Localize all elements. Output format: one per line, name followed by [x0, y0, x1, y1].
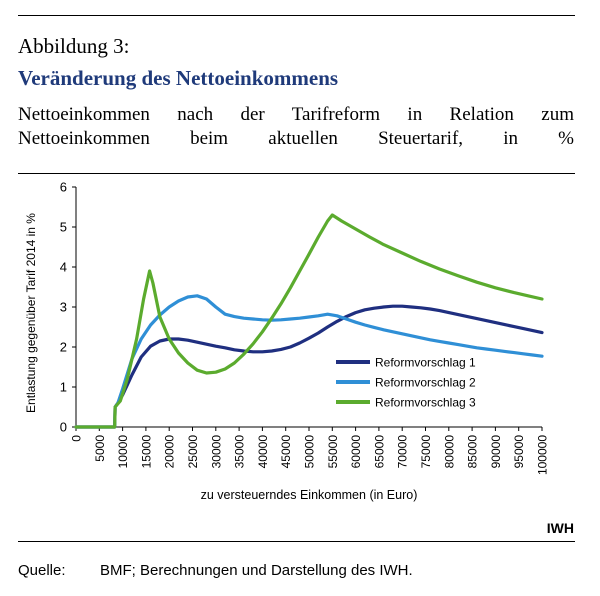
source-label: Quelle: [18, 562, 66, 579]
chart-axes [75, 187, 542, 428]
x-tick-label: 75000 [419, 435, 433, 469]
publisher-logo-text: IWH [546, 520, 574, 536]
series-line-reformvorschlag-3 [74, 213, 544, 429]
y-tick-label: 2 [60, 340, 67, 355]
y-tick-label: 6 [60, 180, 67, 195]
y-axis-label: Entlastung gegenüber Tarif 2014 in % [24, 213, 38, 413]
x-tick-label: 100000 [536, 435, 550, 475]
x-tick-label: 5000 [93, 435, 107, 462]
y-tick-label: 5 [60, 220, 67, 235]
legend-label: Reformvorschlag 1 [375, 356, 476, 370]
x-tick-label: 25000 [186, 435, 200, 469]
x-tick-label: 60000 [349, 435, 363, 469]
bottom-rule [18, 541, 575, 542]
x-tick-label: 35000 [233, 435, 247, 469]
x-tick-label: 95000 [512, 435, 526, 469]
series-line-reformvorschlag-1 [74, 304, 544, 429]
series-line-reformvorschlag-2 [74, 294, 544, 429]
legend-label: Reformvorschlag 3 [375, 396, 476, 410]
x-tick-label: 0 [70, 435, 84, 442]
x-tick-label: 15000 [139, 435, 153, 469]
x-tick-label: 45000 [279, 435, 293, 469]
figure-label: Abbildung 3: [18, 34, 130, 58]
x-tick-label: 65000 [372, 435, 386, 469]
x-tick-label: 90000 [489, 435, 503, 469]
y-tick-label: 4 [60, 260, 67, 275]
source-text: BMF; Berechnungen und Darstellung des IW… [100, 562, 413, 579]
y-tick-label: 0 [60, 420, 67, 435]
x-tick-label: 55000 [326, 435, 340, 469]
y-tick-label: 1 [60, 380, 67, 395]
x-tick-label: 50000 [303, 435, 317, 469]
x-axis-label: zu versteuerndes Einkommen (in Euro) [201, 488, 418, 502]
chart-series [74, 213, 544, 429]
x-tick-label: 20000 [163, 435, 177, 469]
x-tick-label: 40000 [256, 435, 270, 469]
y-axis-ticks: 0 1 2 3 4 5 6 [60, 180, 76, 435]
subtitle-rule [18, 173, 575, 174]
x-tick-label: 85000 [466, 435, 480, 469]
line-chart: 0 1 2 3 4 5 6 0 5000 10000 15000 20000 25000 30000 35… [24, 180, 550, 503]
legend-label: Reformvorschlag 2 [375, 376, 476, 390]
y-tick-label: 3 [60, 300, 67, 315]
x-tick-label: 30000 [209, 435, 223, 469]
x-axis-ticks: 0 5000 10000 15000 20000 25000 30000 35000 40000… [70, 427, 550, 475]
top-rule [18, 15, 575, 16]
figure-subtitle: Nettoeinkommen nach der Tarifreform in R… [18, 104, 574, 149]
figure-title: Veränderung des Nettoeinkommens [18, 66, 339, 90]
x-tick-label: 80000 [442, 435, 456, 469]
source-line: Quelle: BMF; Berechnungen und Darstellung… [18, 562, 413, 579]
x-tick-label: 70000 [396, 435, 410, 469]
chart-legend: Reformvorschlag 1 Reformvorschlag 2 Reform… [336, 356, 476, 410]
x-tick-label: 10000 [116, 435, 130, 469]
